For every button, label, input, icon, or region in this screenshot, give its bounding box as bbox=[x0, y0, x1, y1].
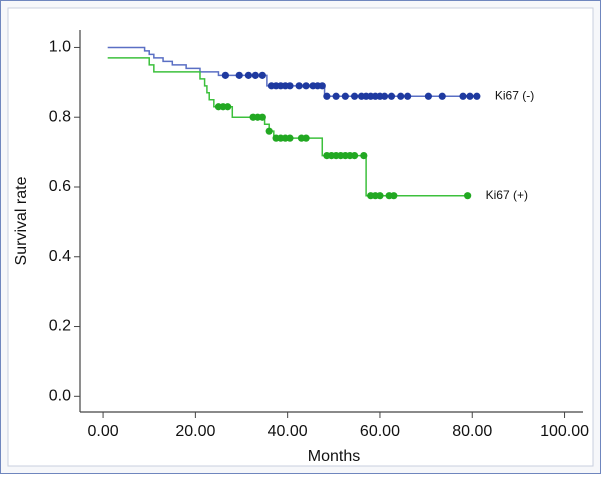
x-tick-label: 0.00 bbox=[88, 423, 119, 440]
censor-mark bbox=[302, 82, 310, 90]
censor-mark bbox=[390, 192, 398, 200]
censor-mark bbox=[360, 151, 368, 160]
censor-mark bbox=[235, 71, 243, 79]
x-tick-label: 20.00 bbox=[175, 423, 215, 440]
censor-mark bbox=[341, 92, 349, 100]
censor-mark bbox=[464, 192, 472, 200]
y-tick-label: 0.8 bbox=[49, 108, 71, 125]
censor-mark bbox=[424, 92, 433, 100]
censor-mark bbox=[397, 92, 405, 100]
censor-mark bbox=[295, 82, 303, 90]
censor-mark bbox=[221, 71, 229, 79]
survival-curve bbox=[107, 46, 477, 98]
censor-mark bbox=[404, 92, 412, 100]
y-axis-label: Survival rate bbox=[13, 176, 30, 265]
censor-mark bbox=[350, 151, 359, 160]
y-tick-label: 0.6 bbox=[49, 178, 71, 195]
x-tick-label: 60.00 bbox=[360, 423, 400, 440]
x-tick-label: 100.00 bbox=[540, 423, 589, 440]
censor-mark bbox=[332, 92, 340, 100]
censor-mark bbox=[459, 92, 467, 100]
censor-mark bbox=[387, 92, 396, 100]
series-label: Ki67 (+) bbox=[486, 188, 528, 202]
censor-mark bbox=[265, 127, 273, 135]
series-label: Ki67 (-) bbox=[495, 88, 534, 102]
censor-mark bbox=[380, 92, 389, 100]
censor-mark bbox=[251, 71, 259, 79]
y-tick-label: 0.4 bbox=[49, 248, 71, 265]
censor-mark bbox=[376, 192, 384, 200]
censor-mark bbox=[473, 92, 481, 100]
censor-mark bbox=[258, 113, 266, 121]
panel bbox=[7, 7, 594, 467]
x-tick-label: 80.00 bbox=[452, 423, 492, 440]
censor-mark bbox=[258, 71, 266, 79]
censor-mark bbox=[302, 134, 310, 142]
y-tick-label: 0.2 bbox=[49, 318, 71, 335]
y-tick-label: 0.0 bbox=[49, 388, 71, 405]
censor-mark bbox=[286, 134, 294, 142]
censor-mark bbox=[466, 92, 474, 100]
censor-mark bbox=[244, 71, 253, 79]
censor-mark bbox=[318, 82, 326, 90]
x-tick-label: 40.00 bbox=[268, 423, 308, 440]
censor-mark bbox=[323, 92, 331, 100]
censor-mark bbox=[438, 92, 446, 100]
censor-mark bbox=[350, 92, 359, 100]
censor-mark bbox=[224, 103, 232, 111]
y-tick-label: 1.0 bbox=[49, 39, 71, 56]
censor-mark bbox=[286, 82, 294, 90]
x-axis-label: Months bbox=[308, 448, 360, 465]
